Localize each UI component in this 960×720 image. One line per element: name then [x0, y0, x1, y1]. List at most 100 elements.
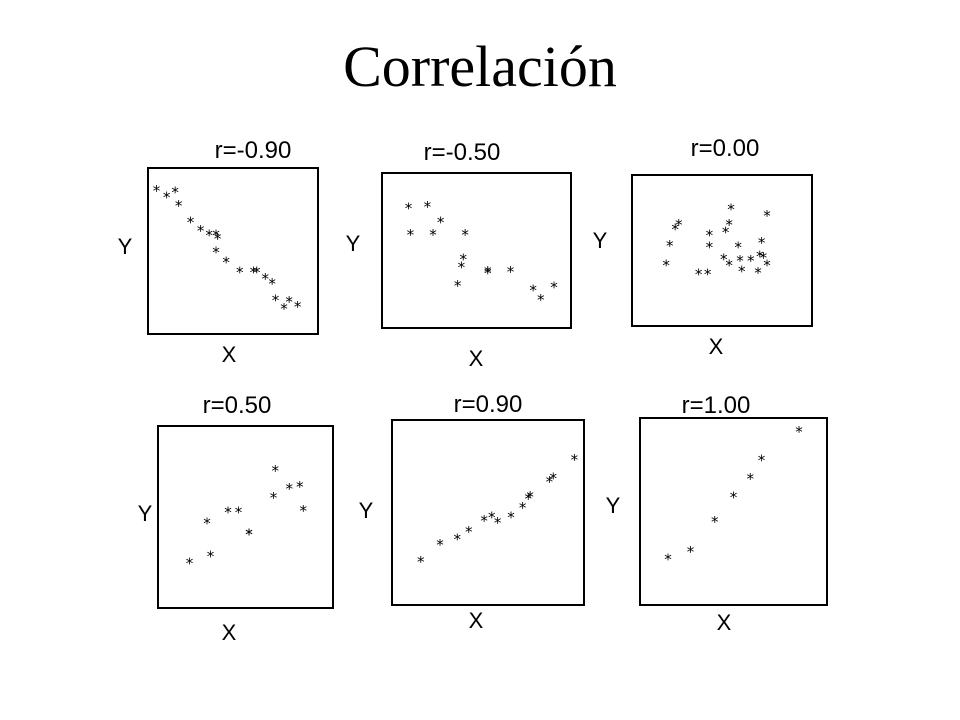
data-point: *: [174, 197, 183, 215]
x-axis-label: X: [222, 342, 237, 367]
data-point: *: [665, 237, 674, 255]
data-point: *: [428, 226, 437, 244]
correlation-label: r=0.00: [691, 135, 760, 162]
data-point: *: [757, 451, 766, 469]
data-point: *: [757, 234, 766, 252]
data-point: *: [459, 251, 468, 269]
data-point: *: [285, 480, 294, 498]
data-point: *: [483, 263, 492, 281]
data-point: *: [162, 189, 171, 207]
data-point: *: [725, 257, 734, 275]
data-point: *: [734, 239, 743, 257]
data-point: *: [461, 226, 470, 244]
data-point: *: [299, 502, 308, 520]
data-point: *: [794, 423, 803, 441]
y-axis-label: Y: [118, 234, 133, 259]
data-point: *: [436, 214, 445, 232]
data-point: *: [435, 536, 444, 554]
x-axis-label: X: [709, 334, 724, 359]
data-point: *: [235, 263, 244, 281]
data-point: *: [196, 222, 205, 240]
data-point: *: [524, 490, 533, 508]
data-point: *: [536, 291, 545, 309]
data-point: *: [545, 473, 554, 491]
data-point: *: [694, 266, 703, 284]
data-point: *: [662, 257, 671, 275]
x-axis-label: X: [717, 610, 732, 635]
data-point: *: [202, 515, 211, 533]
data-point: *: [271, 462, 280, 480]
data-point: *: [457, 258, 466, 276]
plot-frame: [391, 419, 585, 606]
data-point: *: [762, 257, 771, 275]
data-point: *: [686, 543, 695, 561]
plot-frame: [631, 174, 813, 327]
data-point: *: [269, 489, 278, 507]
data-point: *: [755, 248, 764, 266]
data-point: *: [234, 504, 243, 522]
data-point: *: [271, 292, 280, 310]
data-point: *: [725, 216, 734, 234]
plot-frame: [157, 425, 334, 609]
data-point: *: [213, 230, 222, 248]
y-axis-label: Y: [346, 231, 361, 256]
data-point: *: [244, 526, 253, 544]
data-point: *: [483, 265, 492, 283]
data-point: *: [279, 300, 288, 318]
plot-frame: [381, 172, 572, 329]
data-point: *: [406, 226, 415, 244]
data-point: *: [506, 263, 515, 281]
y-axis-label: Y: [138, 501, 153, 526]
data-point: *: [252, 263, 261, 281]
correlation-label: r=1.00: [682, 392, 751, 419]
plot-frame: [147, 167, 319, 335]
data-point: *: [416, 553, 425, 571]
correlation-label: r=0.90: [454, 391, 523, 418]
data-point: *: [185, 555, 194, 573]
y-axis-label: Y: [593, 228, 608, 253]
data-point: *: [453, 531, 462, 549]
data-point: *: [487, 508, 496, 526]
data-point: *: [453, 277, 462, 295]
data-point: *: [205, 227, 214, 245]
data-point: *: [753, 264, 762, 282]
data-point: *: [211, 227, 220, 245]
data-point: *: [261, 270, 270, 288]
slide-title: Correlación: [343, 34, 617, 99]
data-point: *: [171, 184, 180, 202]
data-point: *: [746, 470, 755, 488]
correlation-label: r=-0.90: [215, 137, 292, 164]
data-point: *: [529, 282, 538, 300]
data-point: *: [549, 470, 558, 488]
x-axis-label: X: [469, 608, 484, 633]
data-point: *: [244, 526, 253, 544]
correlation-label: r=0.50: [203, 392, 272, 419]
data-point: *: [719, 251, 728, 269]
data-point: *: [549, 279, 558, 297]
data-point: *: [206, 547, 215, 565]
data-point: *: [211, 243, 220, 261]
data-point: *: [404, 200, 413, 218]
data-point: *: [671, 220, 680, 238]
data-point: *: [737, 263, 746, 281]
data-point: *: [480, 512, 489, 530]
data-point: *: [674, 216, 683, 234]
data-point: *: [663, 550, 672, 568]
data-point: *: [518, 499, 527, 517]
data-point: *: [705, 239, 714, 257]
data-point: *: [762, 207, 771, 225]
data-point: *: [735, 252, 744, 270]
data-point: *: [186, 214, 195, 232]
data-point: *: [526, 488, 535, 506]
data-point: *: [268, 275, 277, 293]
data-point: *: [506, 508, 515, 526]
x-axis-label: X: [469, 346, 484, 371]
data-point: *: [249, 263, 258, 281]
data-point: *: [295, 478, 304, 496]
data-point: *: [729, 489, 738, 507]
